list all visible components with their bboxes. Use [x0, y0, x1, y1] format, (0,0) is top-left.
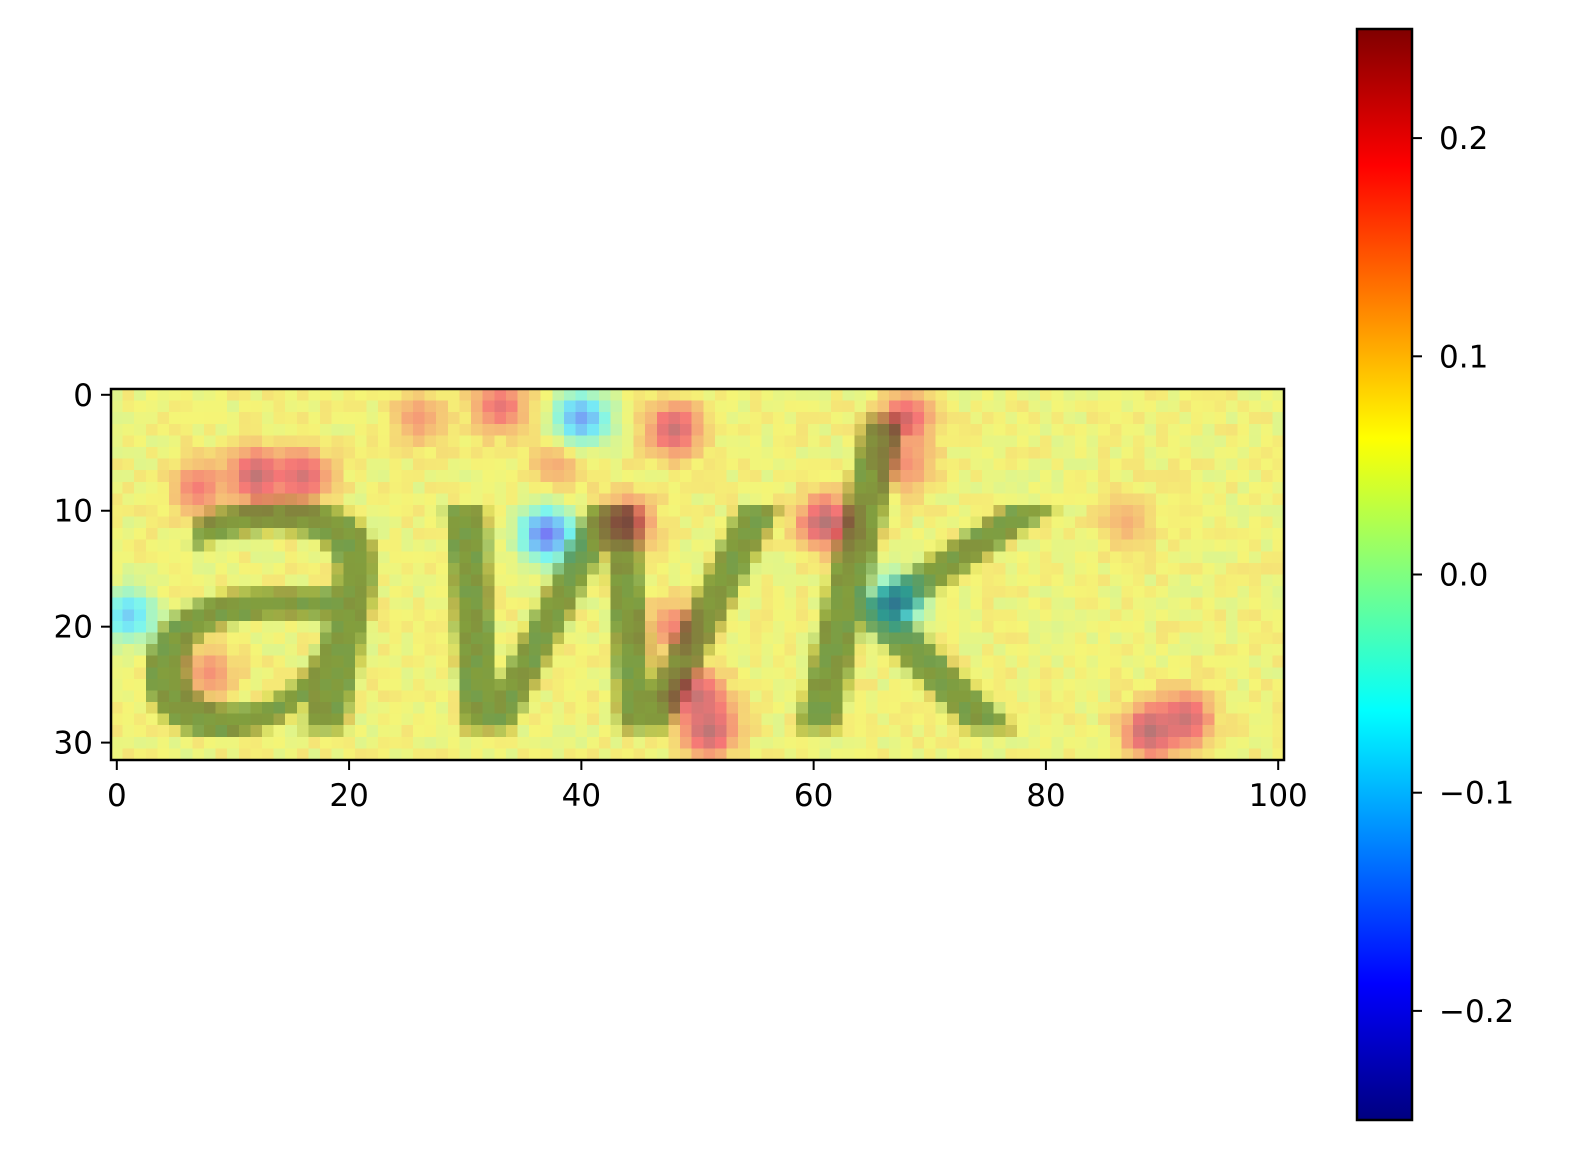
colorbar — [1355, 27, 1414, 1122]
heatmap-image — [111, 389, 1284, 760]
colorbar-tick-label: 0.0 — [1439, 558, 1488, 594]
x-axis: 0 20 40 60 80 100 — [107, 760, 1308, 814]
x-tick-label: 60 — [794, 778, 833, 814]
x-tick-label: 40 — [562, 778, 601, 814]
x-tick-label: 100 — [1249, 778, 1308, 814]
plot-frame — [109, 387, 1286, 762]
colorbar-tick-label: 0.2 — [1439, 121, 1488, 157]
x-tick-label: 20 — [329, 778, 368, 814]
y-tick-label: 0 — [73, 378, 93, 414]
x-tick-label: 0 — [107, 778, 127, 814]
y-axis: 0 10 20 30 — [54, 378, 111, 762]
colorbar-tick-label: −0.1 — [1439, 776, 1514, 812]
colorbar-tick-label: −0.2 — [1439, 994, 1514, 1030]
y-tick-label: 30 — [54, 726, 93, 762]
colorbar-tick-label: 0.1 — [1439, 339, 1488, 375]
y-tick-label: 20 — [54, 610, 93, 646]
x-tick-label: 80 — [1026, 778, 1065, 814]
colorbar-axis: −0.2 −0.1 0.0 0.1 0.2 — [1412, 121, 1514, 1030]
y-tick-label: 10 — [54, 494, 93, 530]
